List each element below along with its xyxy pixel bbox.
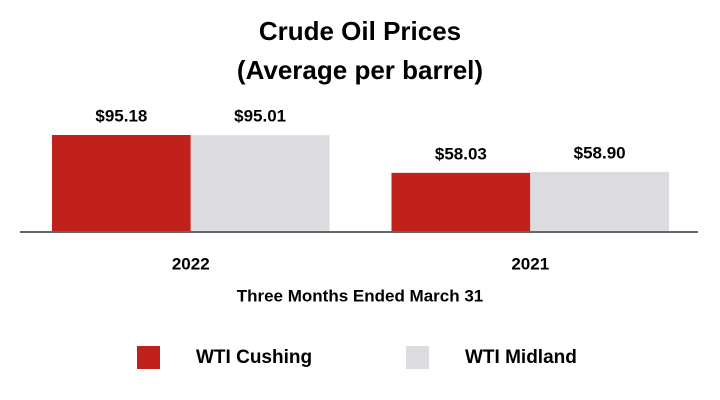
value-label: $58.90 <box>574 143 626 162</box>
x-axis-label: Three Months Ended March 31 <box>237 286 484 305</box>
value-label: $58.03 <box>435 144 487 163</box>
legend-swatch <box>137 346 160 369</box>
legend-label: WTI Cushing <box>196 347 312 368</box>
value-label: $95.18 <box>95 106 147 125</box>
chart-title: Crude Oil Prices <box>259 16 461 46</box>
x-tick-label: 2022 <box>172 254 210 273</box>
bar <box>391 172 531 232</box>
chart-title: (Average per barrel) <box>237 55 483 85</box>
bar <box>190 135 330 232</box>
bar <box>530 171 669 232</box>
legend-label: WTI Midland <box>465 347 577 368</box>
value-label: $95.01 <box>234 107 286 126</box>
x-tick-label: 2021 <box>511 254 549 273</box>
legend-swatch <box>406 346 429 369</box>
bar <box>52 135 191 232</box>
